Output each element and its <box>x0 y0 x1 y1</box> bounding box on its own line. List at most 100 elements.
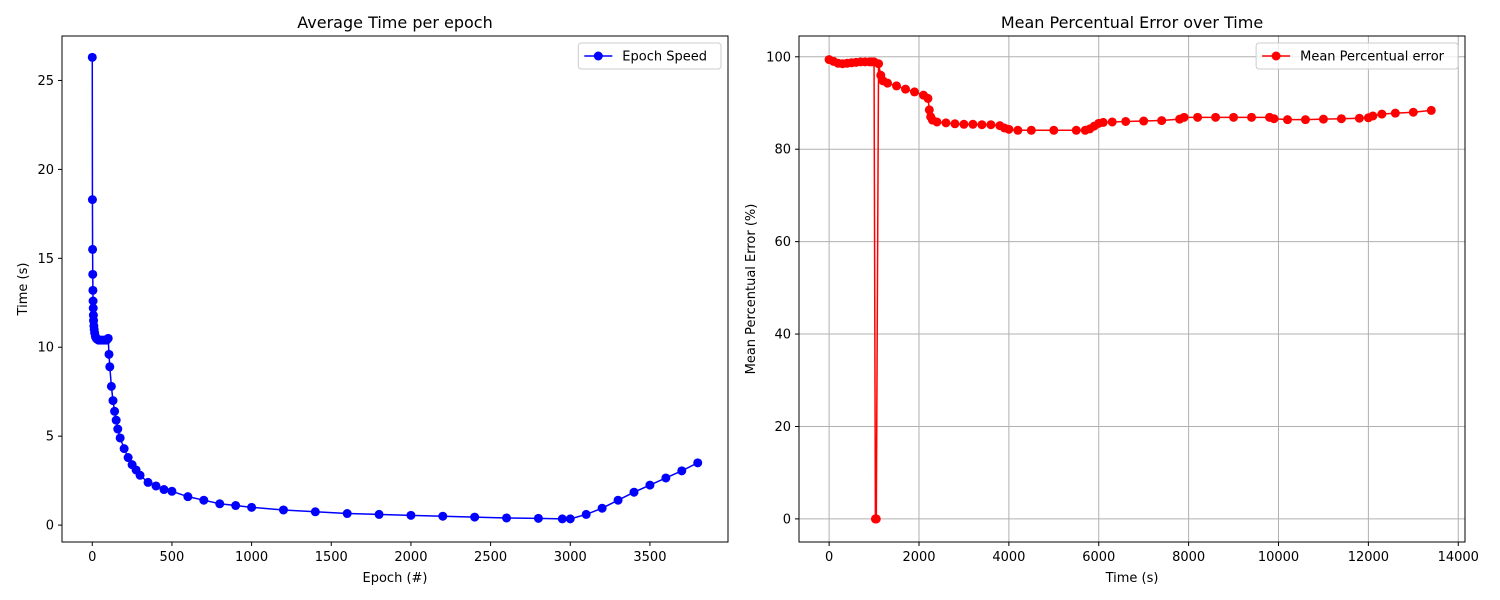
data-point <box>113 424 123 434</box>
data-point <box>901 84 911 94</box>
data-point <box>1157 116 1167 126</box>
data-point <box>119 444 129 454</box>
data-point <box>1139 116 1149 126</box>
data-point <box>1121 116 1131 126</box>
data-point <box>581 509 591 519</box>
x-tick-label: 14000 <box>1438 550 1479 565</box>
data-point <box>932 117 942 127</box>
y-tick-label: 20 <box>37 163 54 178</box>
y-tick-label: 0 <box>46 519 54 534</box>
x-tick-label: 500 <box>160 550 185 565</box>
data-point <box>892 81 902 91</box>
data-point <box>645 480 655 490</box>
data-point <box>438 511 448 521</box>
series-1 <box>87 52 703 524</box>
chart-title: Mean Percentual Error over Time <box>1001 13 1263 32</box>
data-point <box>111 415 121 425</box>
x-tick-label: 3000 <box>554 550 587 565</box>
y-tick-label: 10 <box>37 341 54 356</box>
x-axis-label: Epoch (#) <box>363 571 428 586</box>
data-point <box>105 362 115 372</box>
series-line <box>91 57 699 520</box>
data-point <box>159 485 169 495</box>
legend-label: Epoch Speed <box>622 50 707 65</box>
data-point <box>215 499 225 509</box>
data-point <box>1408 107 1418 117</box>
data-point <box>1211 112 1221 122</box>
grid-lines <box>799 36 1465 542</box>
x-tick-label: 1500 <box>315 550 348 565</box>
data-point <box>629 487 639 497</box>
data-point <box>87 52 97 62</box>
data-point <box>123 453 133 463</box>
data-point <box>597 503 607 513</box>
x-tick-label: 3500 <box>633 550 666 565</box>
data-point <box>88 285 98 295</box>
data-point <box>677 466 687 476</box>
legend: Mean Percentual error <box>1255 42 1459 70</box>
data-point <box>883 78 893 88</box>
data-point <box>1193 112 1203 122</box>
data-point <box>88 244 98 254</box>
data-point <box>110 406 120 416</box>
data-point <box>909 87 919 97</box>
y-tick-label: 15 <box>37 252 54 267</box>
y-tick-label: 100 <box>766 50 791 65</box>
data-point <box>1229 112 1239 122</box>
y-tick-label: 40 <box>774 328 791 343</box>
data-point <box>115 433 125 443</box>
data-point <box>1390 108 1400 118</box>
data-point <box>1107 117 1117 127</box>
data-point <box>1013 125 1023 135</box>
x-tick-label: 10000 <box>1258 550 1299 565</box>
y-tick-label: 20 <box>774 420 791 435</box>
series-1 <box>824 55 1436 524</box>
data-point <box>406 510 416 520</box>
data-point <box>1282 115 1292 125</box>
data-point <box>88 303 98 313</box>
data-point <box>977 120 987 130</box>
data-point <box>661 473 671 483</box>
data-point <box>88 269 98 279</box>
legend-marker <box>593 51 603 61</box>
data-point <box>959 119 969 129</box>
data-point <box>924 105 934 115</box>
data-point <box>1098 117 1108 127</box>
legend-box <box>577 42 722 70</box>
data-point <box>106 381 116 391</box>
data-point <box>923 93 933 103</box>
data-point <box>374 509 384 519</box>
x-tick-label: 0 <box>825 550 833 565</box>
data-point <box>342 509 352 519</box>
y-tick-label: 60 <box>774 235 791 250</box>
data-point <box>231 501 241 511</box>
data-point <box>103 333 113 343</box>
data-point <box>1049 125 1059 135</box>
data-point <box>1026 125 1036 135</box>
y-tick-label: 5 <box>46 430 54 445</box>
data-point <box>278 505 288 515</box>
x-tick-label: 6000 <box>1082 550 1115 565</box>
x-tick-label: 2000 <box>902 550 935 565</box>
y-axis-label: Mean Percentual Error (%) <box>744 204 759 375</box>
data-point <box>88 296 98 306</box>
data-point <box>151 481 161 491</box>
legend-marker <box>1271 51 1281 61</box>
legend-label: Mean Percentual error <box>1300 50 1445 65</box>
chart-panel-1: 0 500 1000 1500 2000 2500 3000 3500 0 5 10 15 20 25 Av… <box>16 13 729 586</box>
data-point <box>108 396 118 406</box>
axes-frame <box>798 35 1466 543</box>
x-tick-label: 12000 <box>1348 550 1389 565</box>
data-point <box>1368 111 1378 121</box>
chart-title: Average Time per epoch <box>297 13 492 32</box>
data-point <box>1354 113 1364 123</box>
data-point <box>968 119 978 129</box>
data-point <box>565 514 575 524</box>
data-point <box>874 59 884 69</box>
x-tick-label: 2000 <box>394 550 427 565</box>
data-point <box>1318 114 1328 124</box>
data-point <box>247 502 257 512</box>
data-point <box>1377 109 1387 119</box>
data-point <box>1336 114 1346 124</box>
